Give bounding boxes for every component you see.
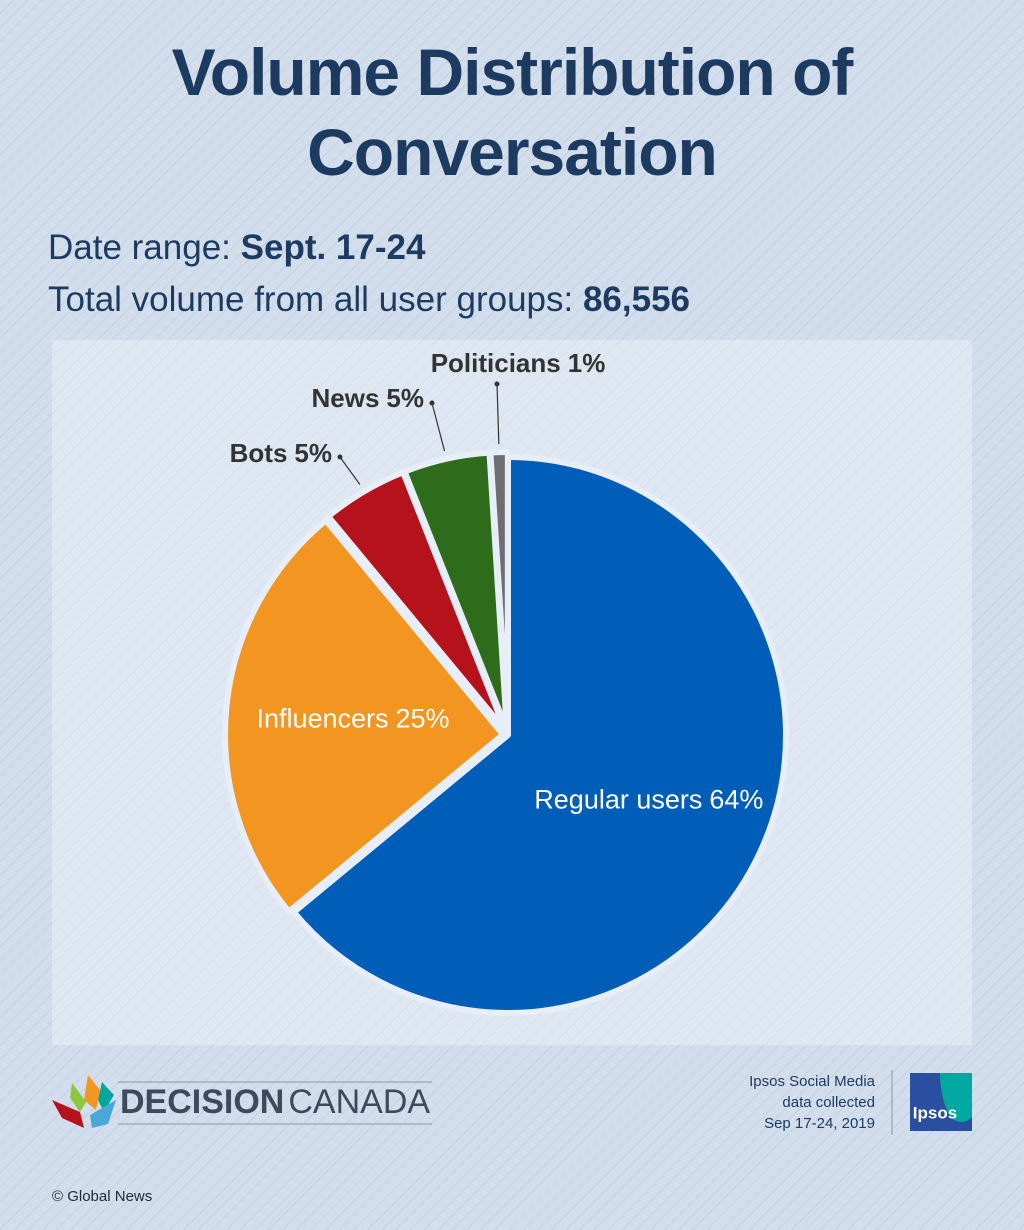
label: Date range: xyxy=(48,228,231,267)
category-name: Influencers xyxy=(256,703,388,733)
chart-title: Volume Distribution of Conversation xyxy=(171,35,854,189)
category-name: News xyxy=(312,383,380,413)
slice-label: Influencers 25% xyxy=(256,703,449,733)
date-range: Date range: Sept. 17-24 xyxy=(48,228,425,268)
slice xyxy=(222,517,507,915)
brand-bold: DECISION xyxy=(120,1083,284,1121)
value-label: 5% xyxy=(294,438,332,468)
source: Sep 17-24, 2019 xyxy=(764,1115,875,1132)
ipsos-text: Ipsos xyxy=(913,1103,957,1122)
copyright: © Global News xyxy=(52,1188,152,1205)
brand: DECISION CANADA xyxy=(120,1083,430,1121)
source: data collected xyxy=(782,1094,875,1111)
value-label: 1% xyxy=(568,348,606,378)
leader-line xyxy=(496,383,500,445)
leader-line xyxy=(339,456,361,485)
total-volume: Total volume from all user groups: 86,55… xyxy=(48,280,690,320)
category-name: Politicians xyxy=(431,348,561,378)
brand-light: CANADA xyxy=(288,1083,430,1121)
leader-dot xyxy=(494,381,500,387)
category-name: Bots xyxy=(230,438,288,468)
slice-label: Politicians 1% xyxy=(431,348,606,378)
label: Total volume from all user groups: xyxy=(48,280,574,319)
category-name: Regular users xyxy=(534,784,702,814)
value-label: 25% xyxy=(396,703,450,733)
slice xyxy=(290,454,789,1016)
value-label: 64% xyxy=(709,784,763,814)
ipsos-logo-shape xyxy=(940,1073,972,1122)
leader-line xyxy=(431,402,446,452)
leader-dot xyxy=(337,454,343,460)
slice-label: Bots 5% xyxy=(230,438,332,468)
value: Sept. 17-24 xyxy=(240,228,426,267)
slice-label: News 5% xyxy=(312,383,425,413)
source: Ipsos Social Media xyxy=(749,1073,876,1090)
value: 86,556 xyxy=(582,280,691,319)
logo-leaf xyxy=(52,1075,116,1128)
slice xyxy=(487,449,511,734)
slice-label: Regular users 64% xyxy=(534,784,763,814)
leader-dot xyxy=(429,400,435,406)
value-label: 5% xyxy=(386,383,424,413)
